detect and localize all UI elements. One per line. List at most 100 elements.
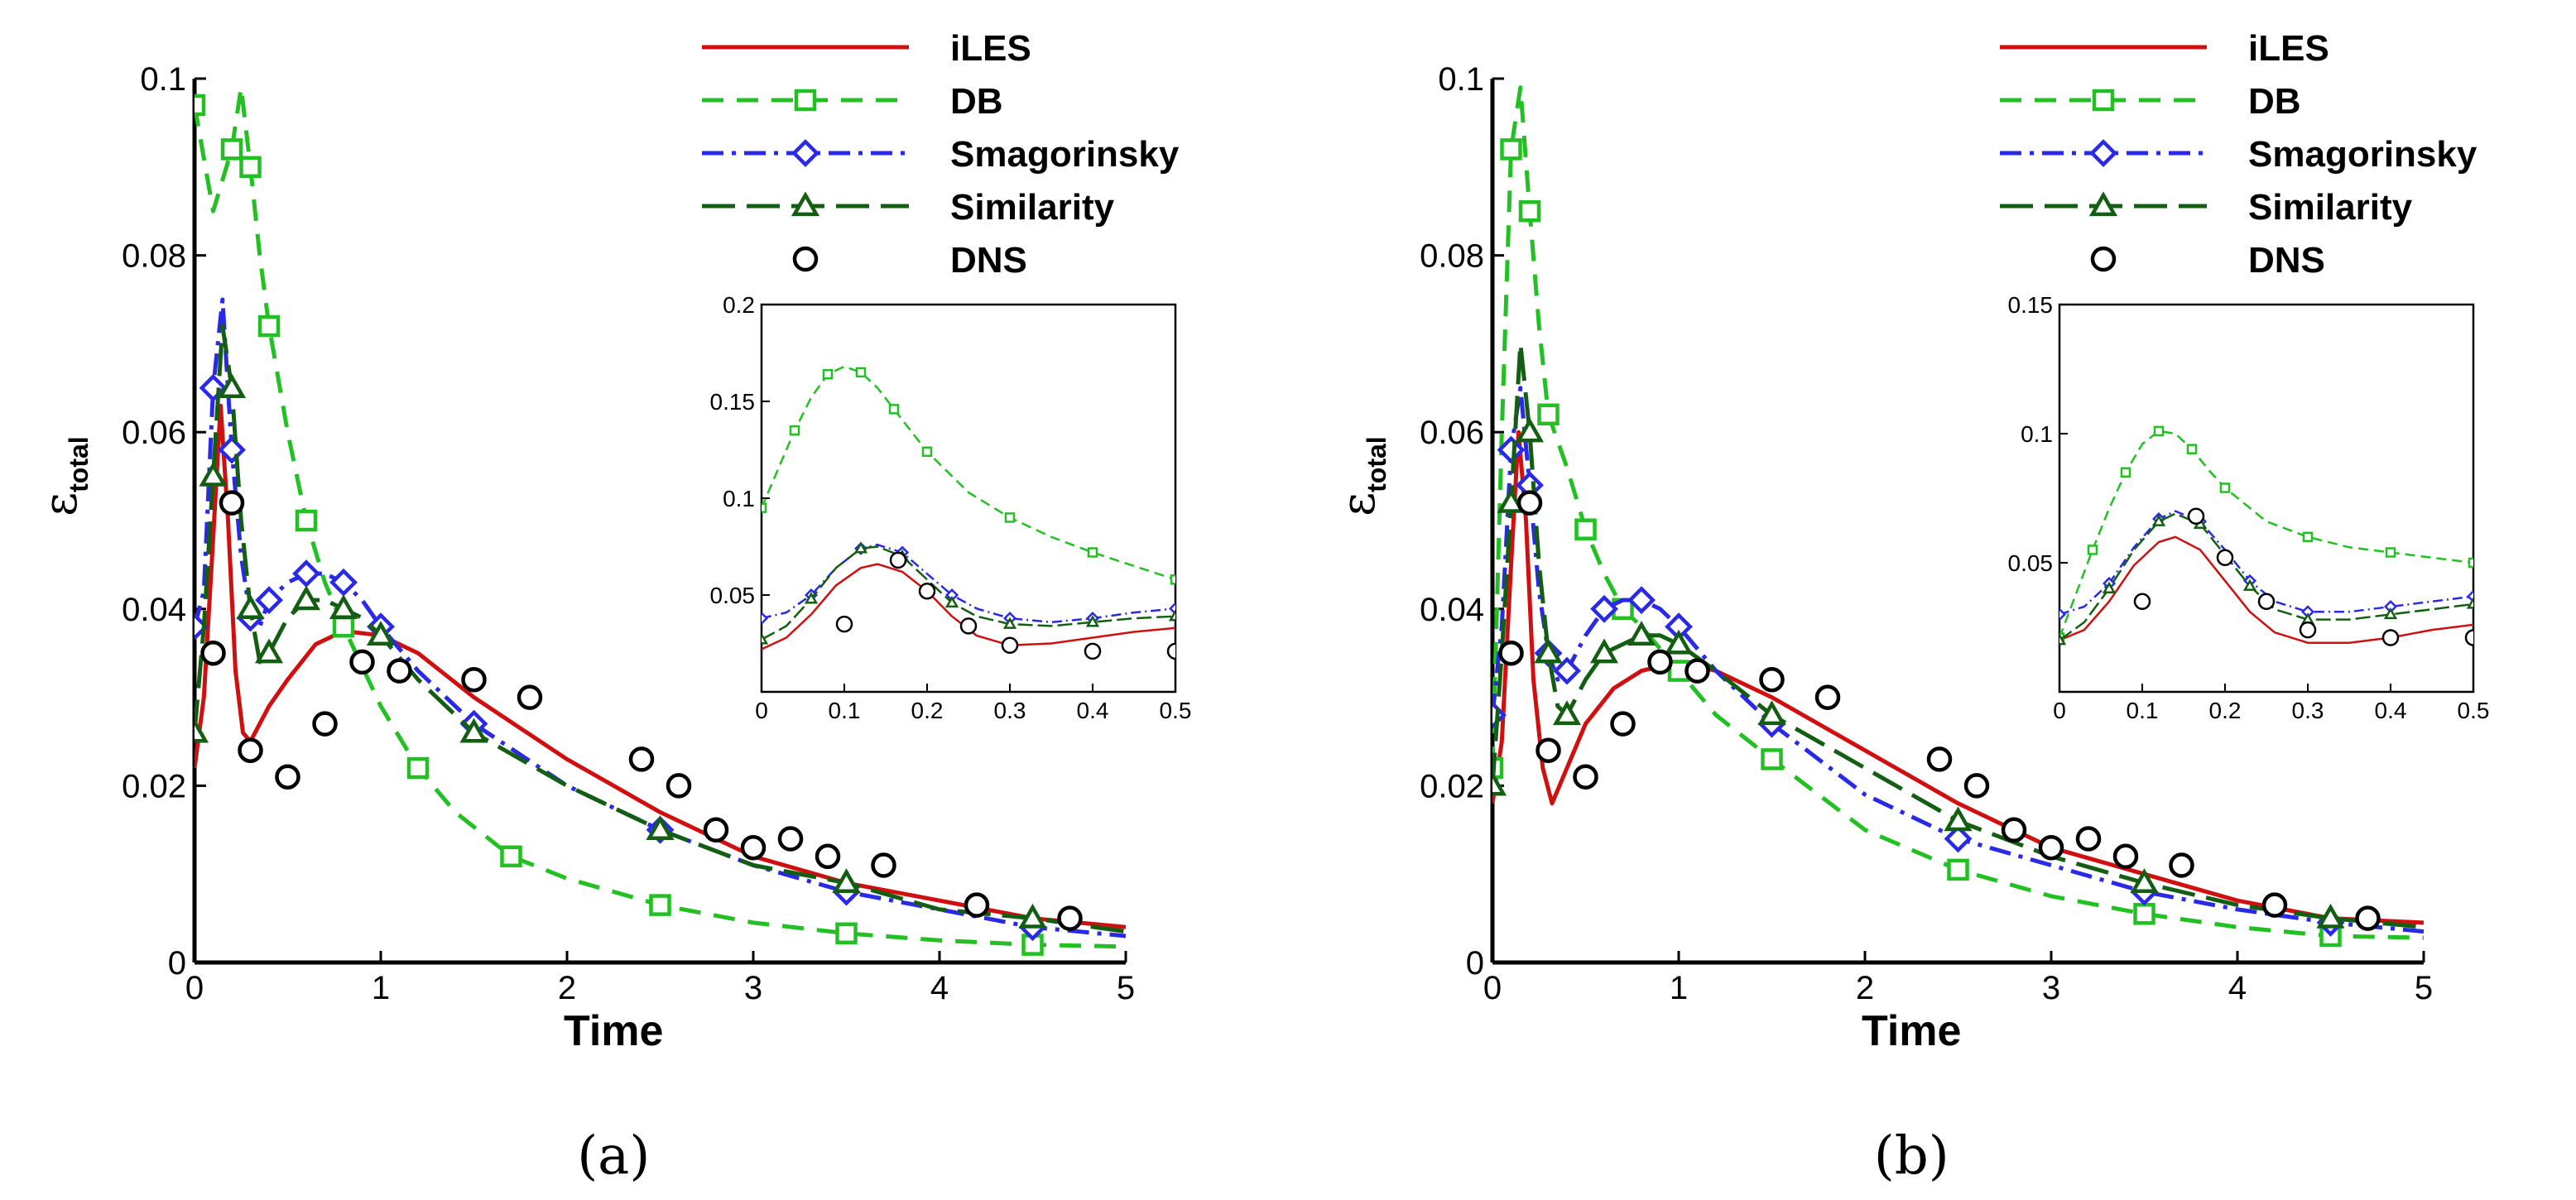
panel-a-similarity-point-12 xyxy=(329,594,358,619)
panel-a-iles-line xyxy=(195,403,1127,929)
panel-b-smagorinsky-point-12 xyxy=(1627,586,1656,615)
panel-a-series-db xyxy=(195,85,1127,956)
panel-b-dns-point-0 xyxy=(1498,640,1524,666)
panel-a-similarity-point-16 xyxy=(459,718,488,743)
panel-a-ylabel-sub: total xyxy=(64,436,94,492)
panel-b-inset-xtick-label-5: 0.5 xyxy=(2458,698,2490,723)
panel-a: 0 1 2 3 4 5 0 0.02 0.04 0.06 0.08 0.1 Time εtotal 0 0.1… xyxy=(34,28,1191,1187)
panel-a-db-point-8 xyxy=(295,509,318,532)
panel-a-inset-db-point-8 xyxy=(888,404,900,415)
panel-b-inset-series-dns xyxy=(2133,507,2473,646)
panel-b-inset-series-iles xyxy=(2059,535,2473,644)
panel-a-similarity-point-6 xyxy=(236,594,265,619)
panel-b-xtick-label-4: 4 xyxy=(2228,970,2247,1006)
panel-a-db-point-0 xyxy=(195,94,206,117)
panel-a-inset-xtick-label-1: 0.1 xyxy=(829,698,861,723)
panel-a-legend-marker-dns xyxy=(792,246,819,272)
panel-a-inset-ytick-label-1: 0.1 xyxy=(723,486,755,511)
panel-b-ytick-label-4: 0.08 xyxy=(1420,238,1484,275)
panel-a-inset-similarity-line xyxy=(762,545,1175,641)
panel-b-inset-similarity-point-12 xyxy=(2383,607,2398,620)
panel-a-legend-marker-similarity xyxy=(791,191,820,217)
panel-b-dns-point-16 xyxy=(2261,892,2288,918)
panel-b-inset-frame xyxy=(2058,303,2475,694)
panel-b-dns-point-14 xyxy=(2112,843,2139,870)
panel-a-dns-point-2 xyxy=(238,737,263,763)
panel-b-db-point-2 xyxy=(1500,138,1522,161)
panel-b-series-iles xyxy=(1492,430,2425,925)
panel-a-inset-db-point-2 xyxy=(789,425,800,436)
panel-a-inset-xtick-label-5: 0.5 xyxy=(1160,698,1192,723)
panel-b-xtick-label-0: 0 xyxy=(1483,970,1502,1006)
panel-b-legend-marker-smagorinsky xyxy=(2089,139,2117,167)
panel-a-inset-dns-point-1 xyxy=(889,551,907,569)
panel-b-inset-xtick-label-4: 0.4 xyxy=(2375,698,2407,723)
panel-b-dns-point-17 xyxy=(2355,905,2381,931)
panel-b-legend-marker-db xyxy=(2092,89,2115,112)
panel-b-inset-dns-point-4 xyxy=(2299,621,2317,639)
panel-b-similarity-point-18 xyxy=(1944,806,1973,832)
panel-a-inset-dns-point-3 xyxy=(959,617,978,635)
panel-b-ytick-label-3: 0.06 xyxy=(1420,415,1484,451)
panel-b-similarity-point-6 xyxy=(1534,638,1563,664)
panel-b-smagorinsky-point-18 xyxy=(1944,824,1973,853)
panel-a-similarity-point-18 xyxy=(646,815,675,840)
panel-b-inset-similarity-point-8 xyxy=(2242,578,2257,591)
panel-b-legend-label-dns: DNS xyxy=(2248,240,2325,281)
panel-b-xlabel: Time xyxy=(1862,1007,1961,1055)
panel-a-xtick-label-1: 1 xyxy=(372,970,390,1006)
panel-a-inset-xtick-label-4: 0.4 xyxy=(1077,698,1109,723)
panel-b-inset-db-point-16 xyxy=(2468,557,2473,569)
panel-b-inset: 0 0.1 0.2 0.3 0.4 0.5 0.05 0.1 0.15 xyxy=(2008,292,2490,723)
panel-b-similarity-point-16 xyxy=(1757,700,1786,726)
panel-a-inset-db-point-12 xyxy=(1004,512,1016,523)
panel-b-xtick-label-5: 5 xyxy=(2415,970,2433,1006)
panel-b-inset-xtick-label-3: 0.3 xyxy=(2292,698,2324,723)
panel-b-inset-similarity-point-4 xyxy=(2151,514,2166,526)
panel-a-smagorinsky-point-12 xyxy=(329,568,358,597)
panel-b-inset-similarity-point-0 xyxy=(2059,633,2067,646)
panel-b-smagorinsky-point-8 xyxy=(1553,656,1581,685)
panel-b-series-similarity xyxy=(1492,341,2425,929)
panel-b-inset-dns-point-1 xyxy=(2187,507,2205,526)
panel-b-similarity-point-12 xyxy=(1627,621,1656,646)
panel-b-iles-line xyxy=(1492,430,2425,925)
panel-a-inset-db-point-10 xyxy=(921,446,933,458)
panel-a-legend-marker-smagorinsky xyxy=(791,139,819,167)
panel-a-inset-ytick-label-0: 0.05 xyxy=(710,583,756,608)
panel-b-inset-ytick-label-0: 0.05 xyxy=(2008,550,2054,576)
panel-b-similarity-point-2 xyxy=(1497,487,1526,513)
panel-a-inset-xtick-label-2: 0.2 xyxy=(911,698,944,723)
panel-a-xtick-label-4: 4 xyxy=(930,970,949,1006)
panel-a-db-point-18 xyxy=(835,922,858,945)
panel-a-series-dns xyxy=(200,490,1083,931)
panel-b-dns-point-1 xyxy=(1516,490,1543,516)
panel-a-similarity-point-10 xyxy=(291,585,321,611)
panel-b-legend-label-db: DB xyxy=(2248,81,2301,122)
panel-a-inset-similarity-point-4 xyxy=(853,541,868,554)
panel-a-legend-label-smagorinsky: Smagorinsky xyxy=(950,134,1180,175)
panel-b-ylabel: εtotal xyxy=(1332,436,1391,516)
panel-b-inset-dns-point-0 xyxy=(2133,593,2151,611)
panel-a-inset-similarity-point-2 xyxy=(804,592,819,604)
panel-a-inset-db-point-14 xyxy=(1087,547,1098,558)
panel-b-dns-point-15 xyxy=(2169,852,2194,878)
panel-a-dns-point-12 xyxy=(740,834,767,861)
panel-a-caption: (a) xyxy=(577,1126,650,1187)
panel-b-inset-series-db xyxy=(2059,425,2473,643)
panel-a-legend-label-iles: iLES xyxy=(950,28,1031,69)
panel-b-similarity-point-4 xyxy=(1515,417,1545,443)
panel-a-xtick-label-3: 3 xyxy=(744,970,762,1006)
panel-b-inset-smagorinsky-point-14 xyxy=(2467,589,2473,603)
panel-b-inset-similarity-point-14 xyxy=(2466,597,2473,609)
panel-b-similarity-point-22 xyxy=(2316,903,2345,929)
panel-b-ylabel-group: εtotal xyxy=(1332,436,1391,516)
panel-b-legend-label-similarity: Similarity xyxy=(2248,187,2413,228)
panel-a-inset-dns-point-0 xyxy=(835,615,853,633)
panel-a-smagorinsky-point-8 xyxy=(255,586,283,615)
panel-b-dns-point-6 xyxy=(1684,658,1710,684)
panel-a-db-line xyxy=(195,85,1127,949)
panel-b-inset-xtick-label-0: 0 xyxy=(2053,698,2066,723)
panel-a-inset-series-dns xyxy=(835,551,1175,660)
panel-a-series-similarity xyxy=(195,324,1127,934)
